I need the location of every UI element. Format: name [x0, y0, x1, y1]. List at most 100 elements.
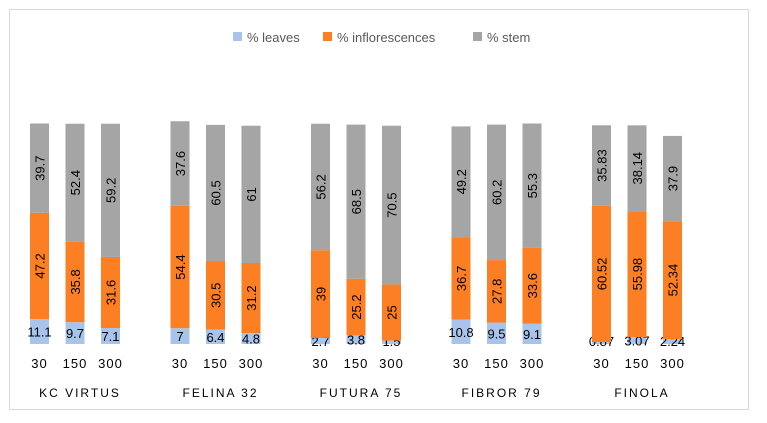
data-label: 4.8	[242, 332, 260, 347]
bars: 11.1 47.2 39.7 9.7 35.8 52.4 7.1 31.6 59.2 7 54.4 3…	[27, 121, 685, 349]
data-label: 25.2	[349, 294, 364, 319]
bar-segment	[346, 124, 366, 279]
bar-segment	[487, 260, 506, 323]
bar-segment	[663, 338, 682, 344]
bar-segment	[30, 123, 49, 213]
data-label: 35.8	[68, 269, 83, 294]
data-label: 9.1	[523, 327, 541, 342]
bar-segment	[65, 241, 85, 323]
legend-label: % stem	[487, 30, 530, 45]
bar-segment	[382, 284, 401, 341]
category-tick-label: 150	[203, 356, 228, 371]
group-label: FELINA 32	[182, 386, 258, 400]
bar-segment	[451, 237, 471, 320]
category-tick-label: 300	[660, 356, 685, 371]
data-label: 60.52	[595, 258, 610, 291]
category-tick-label: 150	[484, 356, 509, 371]
data-label: 3.8	[347, 333, 365, 348]
category-tick-label: 150	[625, 356, 650, 371]
bar-segment	[663, 135, 682, 222]
group-label: FINOLA	[614, 386, 669, 400]
bar-segment	[592, 342, 611, 344]
group-label: FIBROR 79	[461, 386, 541, 400]
bar-segment	[170, 121, 190, 206]
bar-segment	[65, 123, 85, 242]
data-label: 11.1	[27, 325, 51, 340]
legend-label: % inflorescences	[337, 30, 436, 45]
bar-segment	[241, 125, 261, 263]
x-axis-labels: 30 150 300 KC VIRTUS 30 150 300 FELINA 32 30 150 3…	[31, 356, 685, 400]
legend-swatch	[473, 32, 482, 41]
data-label: 61	[244, 187, 259, 201]
data-label: 60.5	[209, 180, 224, 205]
data-label: 7	[176, 329, 183, 344]
data-label: 35.83	[595, 149, 610, 182]
category-tick-label: 30	[593, 356, 609, 371]
bar-segment	[241, 263, 261, 334]
bar-segment	[30, 319, 49, 344]
bar-segment	[522, 323, 542, 344]
bar-segment	[451, 319, 471, 344]
data-label: 55.3	[525, 173, 540, 198]
bar-segment	[592, 125, 611, 206]
category-tick-label: 300	[98, 356, 123, 371]
category-tick-label: 300	[520, 356, 545, 371]
category-tick-label: 150	[344, 356, 369, 371]
bar-segment	[206, 329, 225, 344]
bar-segment	[311, 123, 330, 251]
data-label: 31.6	[104, 280, 119, 305]
bar-segment	[522, 123, 542, 248]
data-label: 9.5	[487, 326, 505, 341]
legend: % leaves % inflorescences % stem	[233, 30, 530, 45]
bar-segment	[346, 278, 366, 336]
bar-segment	[451, 126, 471, 238]
data-label: 38.14	[630, 152, 645, 185]
bar-segment	[101, 328, 120, 344]
data-label: 59.2	[104, 178, 119, 203]
category-tick-label: 30	[172, 356, 188, 371]
data-label: 7.1	[101, 329, 119, 344]
bar-segment	[627, 125, 647, 212]
data-label: 9.7	[66, 326, 84, 341]
bar-segment	[170, 205, 190, 329]
group-label: KC VIRTUS	[39, 386, 121, 400]
bar-segment	[346, 335, 366, 344]
bar-segment	[65, 322, 85, 344]
data-label: 36.7	[454, 266, 469, 291]
category-tick-label: 30	[312, 356, 328, 371]
category-tick-label: 30	[31, 356, 47, 371]
legend-swatch	[323, 32, 332, 41]
data-label: 68.5	[349, 189, 364, 214]
data-label: 52.4	[68, 170, 83, 195]
bar-segment	[487, 322, 506, 344]
category-tick-label: 300	[379, 356, 404, 371]
legend-swatch	[233, 32, 242, 41]
data-label: 6.4	[206, 330, 224, 345]
data-label: 10.8	[448, 325, 473, 340]
data-label: 27.8	[490, 279, 505, 304]
bar-segment	[663, 221, 682, 339]
data-label: 52.34	[666, 264, 681, 297]
category-tick-label: 30	[453, 356, 469, 371]
data-label: 37.9	[666, 166, 681, 191]
data-label: 30.5	[209, 283, 224, 308]
bar-segment	[170, 328, 190, 344]
bar-segment	[101, 256, 120, 329]
data-label: 37.6	[173, 151, 188, 176]
data-label: 55.98	[630, 258, 645, 291]
data-label: 33.6	[525, 273, 540, 298]
data-label: 25	[385, 305, 400, 319]
legend-label: % leaves	[247, 30, 300, 45]
bar-segment	[382, 125, 401, 285]
group-label: FUTURA 75	[320, 386, 403, 400]
data-label: 70.5	[385, 192, 400, 217]
data-label: 49.2	[454, 169, 469, 194]
data-label: 54.4	[173, 254, 188, 279]
bar-segment	[382, 340, 401, 344]
data-label: 60.2	[490, 180, 505, 205]
data-label: 31.2	[244, 285, 259, 310]
bar-segment	[627, 211, 647, 338]
bar-segment	[487, 124, 506, 261]
chart-frame	[9, 9, 749, 410]
bar-segment	[627, 337, 647, 344]
